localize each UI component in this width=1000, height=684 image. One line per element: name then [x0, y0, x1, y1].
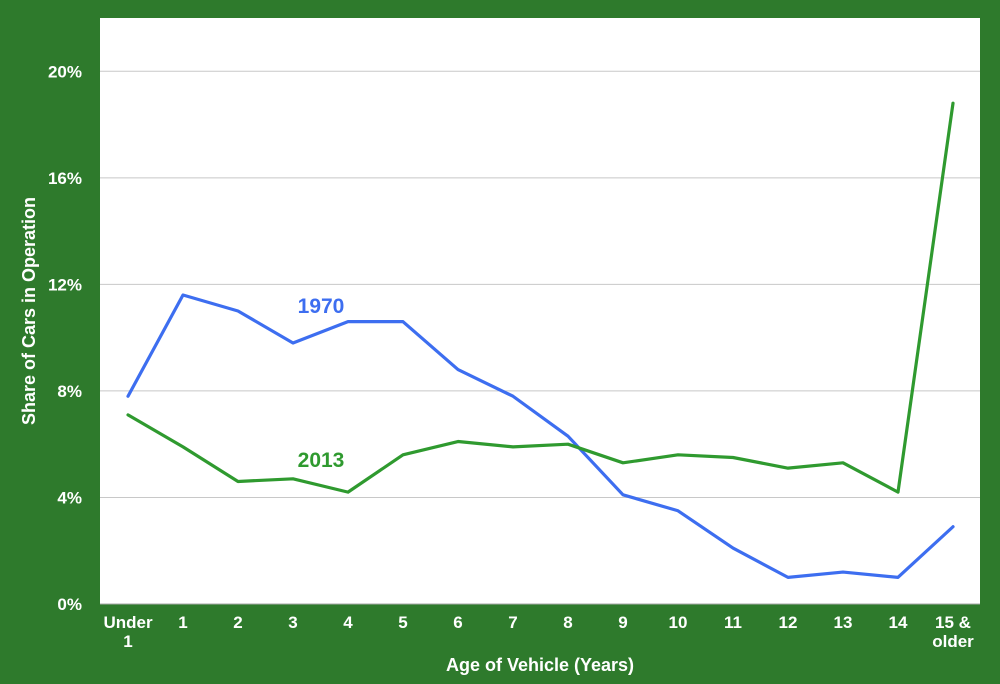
x-tick-label-line: 10: [669, 613, 688, 632]
x-tick-label: 12: [779, 613, 798, 632]
x-tick-label: 2: [233, 613, 242, 632]
x-axis-ticks: Under 11 2 3 4 5 6 7 8 9 10 11 12 13 14 15 & older: [103, 613, 974, 651]
x-tick-label-line: 8: [563, 613, 572, 632]
series-line-1970: [126, 293, 955, 579]
x-tick-label: 7: [508, 613, 517, 632]
x-tick-label-line: 1: [178, 613, 187, 632]
x-tick-label-line: 14: [889, 613, 908, 632]
x-tick-label-line: 4: [343, 613, 353, 632]
x-tick-label: 5: [398, 613, 407, 632]
x-tick-label: 13: [834, 613, 853, 632]
x-tick-label: Under 1: [103, 613, 153, 651]
y-tick-label: 8%: [57, 382, 82, 401]
x-tick-label-line: 3: [288, 613, 297, 632]
gridlines: [100, 70, 980, 605]
x-tick-label: 14: [889, 613, 908, 632]
series-label-2013: 2013: [298, 449, 345, 472]
x-tick-label-line: 11: [724, 613, 742, 632]
y-tick-label: 0%: [57, 595, 82, 614]
x-tick-label-line: 1: [123, 632, 132, 651]
x-tick-label: 8: [563, 613, 572, 632]
x-tick-label: 11: [724, 613, 742, 632]
x-tick-label: 9: [618, 613, 627, 632]
y-tick-label: 20%: [48, 62, 82, 81]
y-tick-label: 16%: [48, 169, 82, 188]
y-tick-label: 12%: [48, 275, 82, 294]
x-tick-label-line: 15 &: [935, 613, 971, 632]
x-tick-label: 1: [178, 613, 187, 632]
x-tick-label-line: 5: [398, 613, 407, 632]
x-tick-label-line: 7: [508, 613, 517, 632]
x-axis-title: Age of Vehicle (Years): [446, 655, 634, 675]
y-tick-label: 4%: [57, 488, 82, 507]
series-line-2013: [126, 101, 955, 494]
x-tick-label: 10: [669, 613, 688, 632]
x-tick-label: 3: [288, 613, 297, 632]
series-lines: [126, 101, 955, 579]
y-axis-ticks: 0% 4% 8% 12% 16% 20%: [48, 62, 82, 614]
x-tick-label: 15 & older: [932, 613, 974, 651]
x-tick-label-line: older: [932, 632, 974, 651]
series-labels: 1970 2013: [298, 295, 345, 472]
plot-area: [100, 18, 980, 604]
y-axis-title: Share of Cars in Operation: [19, 197, 39, 425]
x-tick-label-line: 12: [779, 613, 798, 632]
x-tick-label: 6: [453, 613, 462, 632]
x-tick-label-line: Under: [103, 613, 153, 632]
series-label-1970: 1970: [298, 295, 345, 318]
x-tick-label: 4: [343, 613, 353, 632]
x-tick-label-line: 13: [834, 613, 853, 632]
x-tick-label-line: 2: [233, 613, 242, 632]
x-tick-label-line: 9: [618, 613, 627, 632]
x-tick-label-line: 6: [453, 613, 462, 632]
